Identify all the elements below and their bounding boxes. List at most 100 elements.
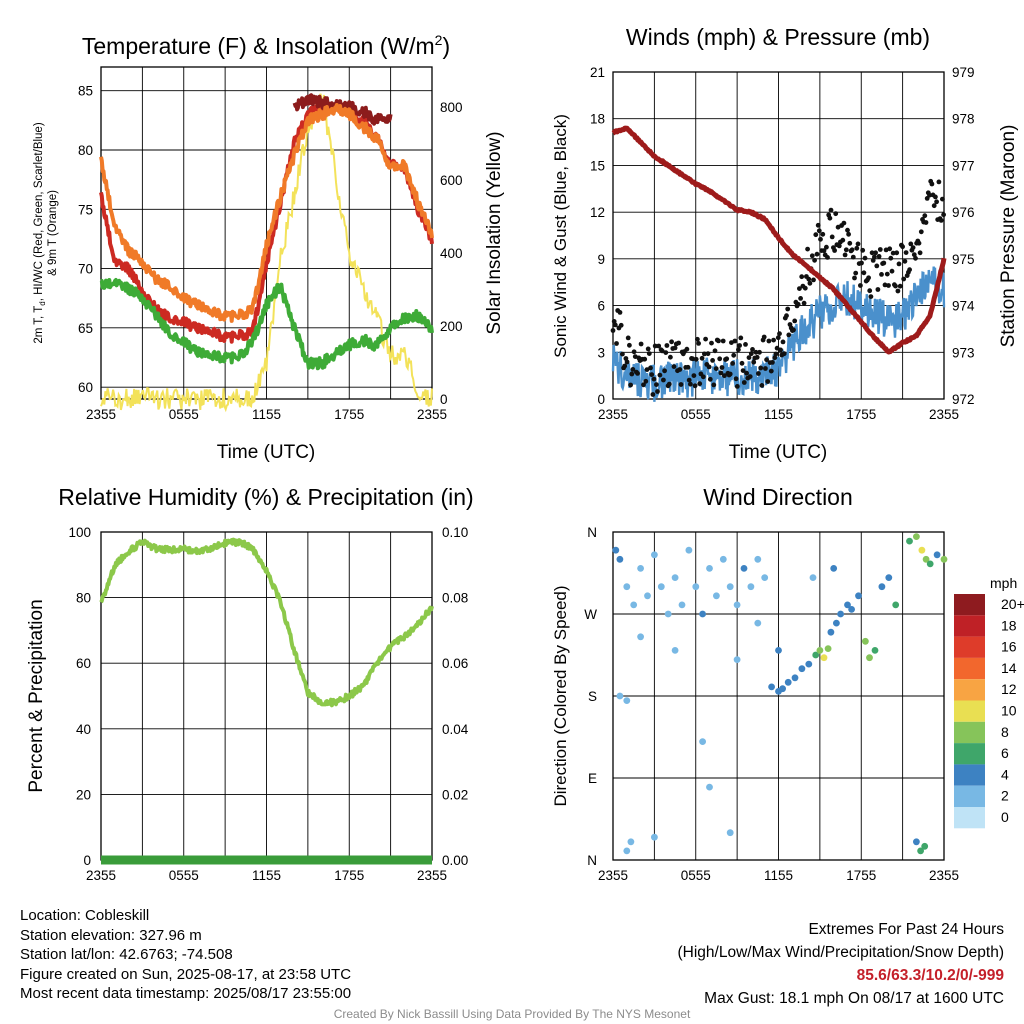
gust-point: [778, 347, 783, 353]
legend-label: 12: [1001, 681, 1017, 697]
gust-point: [806, 276, 812, 282]
gust-point: [671, 364, 677, 369]
gust-point: [828, 207, 834, 213]
direction-point: [719, 555, 727, 563]
direction-point: [637, 633, 644, 641]
gust-point: [646, 351, 652, 356]
y-tick-label-left: 85: [78, 84, 93, 99]
gust-point: [751, 359, 757, 365]
gust-point: [879, 272, 884, 277]
gust-point: [713, 366, 719, 371]
gust-point: [814, 251, 820, 257]
gust-point: [825, 255, 830, 260]
gust-point: [859, 260, 864, 266]
gust-point: [756, 371, 761, 376]
gust-point: [661, 377, 666, 383]
x-tick-label: 2355: [417, 868, 447, 883]
x-tick-label: 2355: [598, 407, 628, 422]
x-tick-label: 1755: [334, 868, 364, 883]
gust-point: [873, 250, 878, 256]
direction-point: [651, 551, 658, 559]
gust-point: [709, 340, 714, 346]
gust-point: [824, 244, 829, 250]
gust-point: [854, 245, 860, 251]
y-tick-label-right: 600: [440, 173, 463, 188]
y-tick-label-left: 18: [590, 112, 605, 127]
gust-point: [643, 378, 649, 384]
direction-point: [827, 628, 835, 636]
gust-point: [630, 367, 636, 372]
gust-point: [690, 356, 696, 362]
gust-point: [829, 234, 835, 240]
direction-point: [922, 555, 930, 563]
gust-point: [797, 286, 802, 291]
gust-point: [832, 248, 837, 253]
y-tick-label-right: 973: [952, 345, 975, 360]
x-axis-label: Time (UTC): [217, 442, 316, 463]
y-axis-label-left: Percent & Precipitation: [26, 599, 47, 792]
y-tick-label-left: 9: [597, 252, 605, 267]
gust-point: [744, 370, 749, 376]
gust-point: [867, 288, 873, 294]
x-tick-label: 1155: [764, 868, 793, 883]
y-tick-label-left: 70: [78, 262, 93, 277]
y-tick-label-left: 75: [78, 202, 93, 217]
gust-point: [758, 365, 764, 371]
gust-point: [792, 318, 798, 324]
sustained-wind-line: [611, 266, 946, 402]
y-tick-label-left: 65: [78, 321, 93, 336]
gust-point: [618, 322, 624, 328]
y-tick-label-right: 0.00: [442, 853, 468, 868]
gust-point: [662, 368, 667, 374]
gust-point: [727, 371, 733, 377]
legend-swatch: [954, 700, 985, 722]
temperature-series-line: [99, 278, 434, 371]
direction-point: [678, 601, 686, 609]
gust-point: [843, 247, 849, 253]
extremes-subtitle: (High/Low/Max Wind/Precipitation/Snow De…: [677, 944, 1005, 961]
direction-point: [809, 574, 817, 581]
gust-point: [773, 351, 779, 357]
gust-point: [799, 274, 805, 280]
gust-point: [894, 250, 900, 256]
direction-point: [926, 560, 934, 568]
gust-point: [650, 392, 656, 397]
direction-point: [713, 592, 720, 600]
y-tick-label-right: 0.06: [442, 656, 468, 671]
gust-point: [818, 236, 823, 242]
gust-point: [801, 300, 807, 306]
gust-point: [922, 213, 928, 219]
gust-point: [795, 301, 801, 307]
legend-swatch: [954, 615, 985, 637]
legend-swatch: [954, 764, 985, 786]
y-tick-label-left: 0: [83, 853, 91, 868]
gust-point: [940, 196, 945, 202]
gust-point: [719, 365, 725, 370]
x-tick-label: 0555: [681, 407, 711, 422]
gust-point: [724, 356, 730, 362]
gust-point: [887, 246, 893, 252]
gust-point: [747, 374, 753, 379]
legend-swatch: [954, 657, 985, 680]
y-tick-label-left: 6: [597, 299, 605, 314]
direction-point: [740, 565, 748, 572]
gust-point: [664, 343, 670, 348]
gust-point: [931, 203, 937, 209]
gust-point: [706, 364, 712, 370]
gust-point: [811, 277, 816, 283]
direction-point: [805, 660, 813, 668]
humidity-line: [99, 537, 434, 708]
gust-point: [775, 335, 781, 341]
direction-point: [623, 697, 631, 704]
gust-point: [866, 275, 871, 281]
y-tick-label-right: 972: [952, 392, 975, 407]
direction-point: [862, 637, 869, 645]
direction-point: [878, 583, 886, 591]
direction-point: [779, 685, 786, 693]
direction-point: [612, 546, 620, 554]
direction-point: [733, 656, 741, 663]
direction-point: [616, 692, 624, 700]
y-axis-label-left: Sonic Wind & Gust (Blue, Black): [551, 114, 570, 358]
